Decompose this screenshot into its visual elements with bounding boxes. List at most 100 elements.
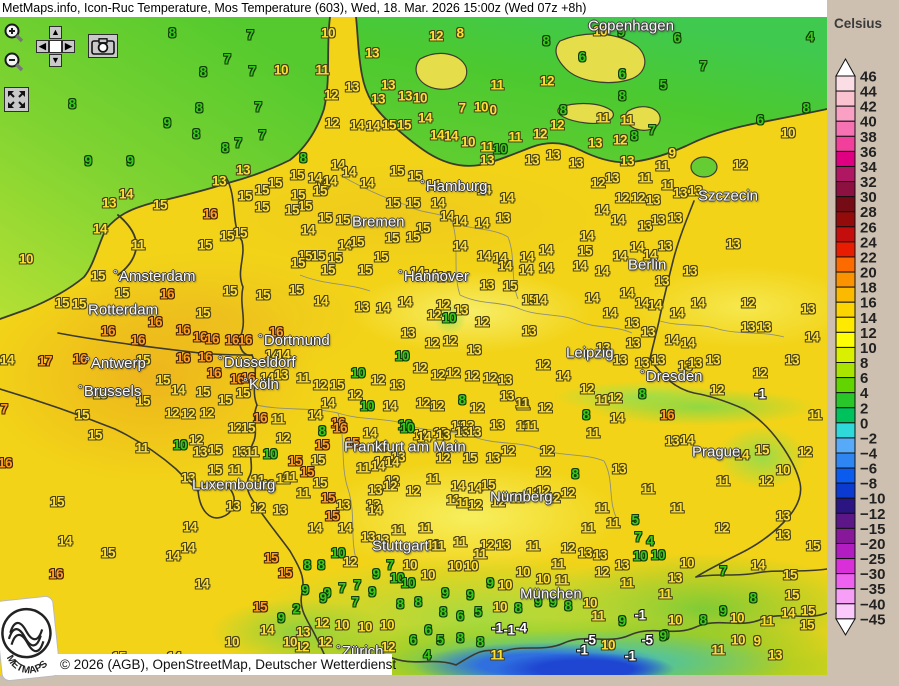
temp-value: 13 <box>495 537 511 553</box>
temp-value: 6 <box>578 49 586 65</box>
temp-value: 7 <box>258 127 266 143</box>
coastline <box>0 17 827 320</box>
temp-value: 7 <box>648 122 656 138</box>
screenshot-button[interactable] <box>88 34 118 58</box>
baltic-sea <box>356 17 827 166</box>
temp-value: 13 <box>784 352 800 368</box>
legend-tick-label: 16 <box>860 295 877 312</box>
temp-value: 12 <box>535 483 551 499</box>
temp-value: 11 <box>510 490 524 506</box>
temp-value: 13 <box>211 173 227 189</box>
temp-value: 15 <box>87 427 103 443</box>
temp-value: 13 <box>380 77 396 93</box>
temp-value: 6 <box>456 608 464 624</box>
temp-value: 11 <box>595 500 609 516</box>
temp-value: 12 <box>370 372 386 388</box>
temp-value: 15 <box>800 603 816 619</box>
temp-value: 8 <box>571 466 579 482</box>
legend-color-box <box>835 331 856 348</box>
temp-value: 15 <box>320 262 336 278</box>
temp-value: 13 <box>232 444 248 460</box>
pan-up-button[interactable]: ▲ <box>49 26 62 39</box>
temp-value: 15 <box>255 287 271 303</box>
legend-tick-label: 30 <box>860 189 877 206</box>
legend-tick-label: −25 <box>860 551 885 568</box>
temp-value: 11 <box>760 613 774 629</box>
legend-color-box <box>835 90 856 107</box>
temp-value: 15 <box>195 384 211 400</box>
temp-value: -1 <box>491 620 503 636</box>
temp-value: 13 <box>587 135 603 151</box>
temp-value: 13 <box>619 153 635 169</box>
temp-value: 14 <box>497 258 513 274</box>
temp-value: 15 <box>312 475 328 491</box>
temp-value: 13 <box>650 352 666 368</box>
temp-value: 10 <box>320 25 336 41</box>
temp-value: 8 <box>559 102 567 118</box>
temp-value: 15 <box>277 565 293 581</box>
temp-value: 8 <box>318 423 326 439</box>
temp-value: 15 <box>344 435 360 451</box>
temp-value: 10 <box>394 348 410 364</box>
zoom-in-button[interactable] <box>3 23 25 45</box>
temp-value: 12 <box>482 370 498 386</box>
temp-value: 5 <box>436 632 444 648</box>
temp-value: 9 <box>368 584 376 600</box>
temp-value: 15 <box>310 452 326 468</box>
temp-value: 13 <box>372 439 388 455</box>
arrow-left-icon: ◀ <box>39 41 46 51</box>
temp-value: 7 <box>248 63 256 79</box>
fullscreen-button[interactable] <box>4 87 29 112</box>
temp-value: 15 <box>405 195 421 211</box>
temp-value: 16 <box>252 410 268 426</box>
temp-value: 12 <box>324 115 340 131</box>
temp-value: 11 <box>480 139 494 155</box>
temp-value: 14 <box>476 248 492 264</box>
city-label-frankfurt-am-main: Frankfurt am Main <box>344 438 466 456</box>
pan-right-button[interactable]: ▶ <box>62 40 75 53</box>
temp-value: 13 <box>595 340 611 356</box>
temp-value: 13 <box>725 236 741 252</box>
temp-value: 10 <box>334 617 350 633</box>
temp-value: 11 <box>296 485 310 501</box>
temp-value: 8 <box>618 88 626 104</box>
temp-value: 11 <box>473 546 487 562</box>
temp-value: 14 <box>647 297 663 313</box>
temp-value: 16 <box>100 323 116 339</box>
temp-value: 15 <box>235 385 251 401</box>
temp-value: 15 <box>384 230 400 246</box>
pan-down-button[interactable]: ▼ <box>49 54 62 67</box>
temp-value: 14 <box>602 305 618 321</box>
legend-tick-label: −35 <box>860 581 885 598</box>
temp-value: 12 <box>560 485 576 501</box>
temp-value: 11 <box>296 370 310 386</box>
temp-value: 17 <box>37 353 53 369</box>
temp-value: 12 <box>549 117 565 133</box>
temp-value: -1 <box>503 622 515 638</box>
temp-value: 7 <box>353 577 361 593</box>
temp-value: 13 <box>568 155 584 171</box>
legend-tick-label: −20 <box>860 536 885 553</box>
temp-value: 15 <box>207 462 223 478</box>
temp-value: 10 <box>473 99 489 115</box>
temp-value: 13 <box>664 433 680 449</box>
temp-value: 13 <box>272 502 288 518</box>
temp-value: 8 <box>630 128 638 144</box>
temp-value: 13 <box>453 302 469 318</box>
metmaps-logo-icon: METMAPS <box>1 607 52 679</box>
temp-value: 12 <box>442 333 458 349</box>
temp-value: 15 <box>90 268 106 284</box>
temp-value: 10 <box>667 612 683 628</box>
temp-value: 14 <box>476 182 492 198</box>
temp-value: 15 <box>754 442 770 458</box>
pan-left-button[interactable]: ◀ <box>36 40 49 53</box>
legend-tick-label: −6 <box>860 461 877 478</box>
legend-tick-label: −12 <box>860 506 885 523</box>
temp-value: 8 <box>168 25 176 41</box>
zoom-out-button[interactable] <box>3 52 25 74</box>
temp-value: 13 <box>592 547 608 563</box>
temp-value: 15 <box>71 296 87 312</box>
temp-value: 12 <box>294 639 310 655</box>
temp-value: 15 <box>240 420 256 436</box>
weather-map[interactable]: 8 7 7 8 7 10 8 8 9 8 7 7 8 7 9 9 8 10 13 12 8 8 10 9 6 4 6 7 6 5 8 6 10 8… <box>0 17 827 675</box>
